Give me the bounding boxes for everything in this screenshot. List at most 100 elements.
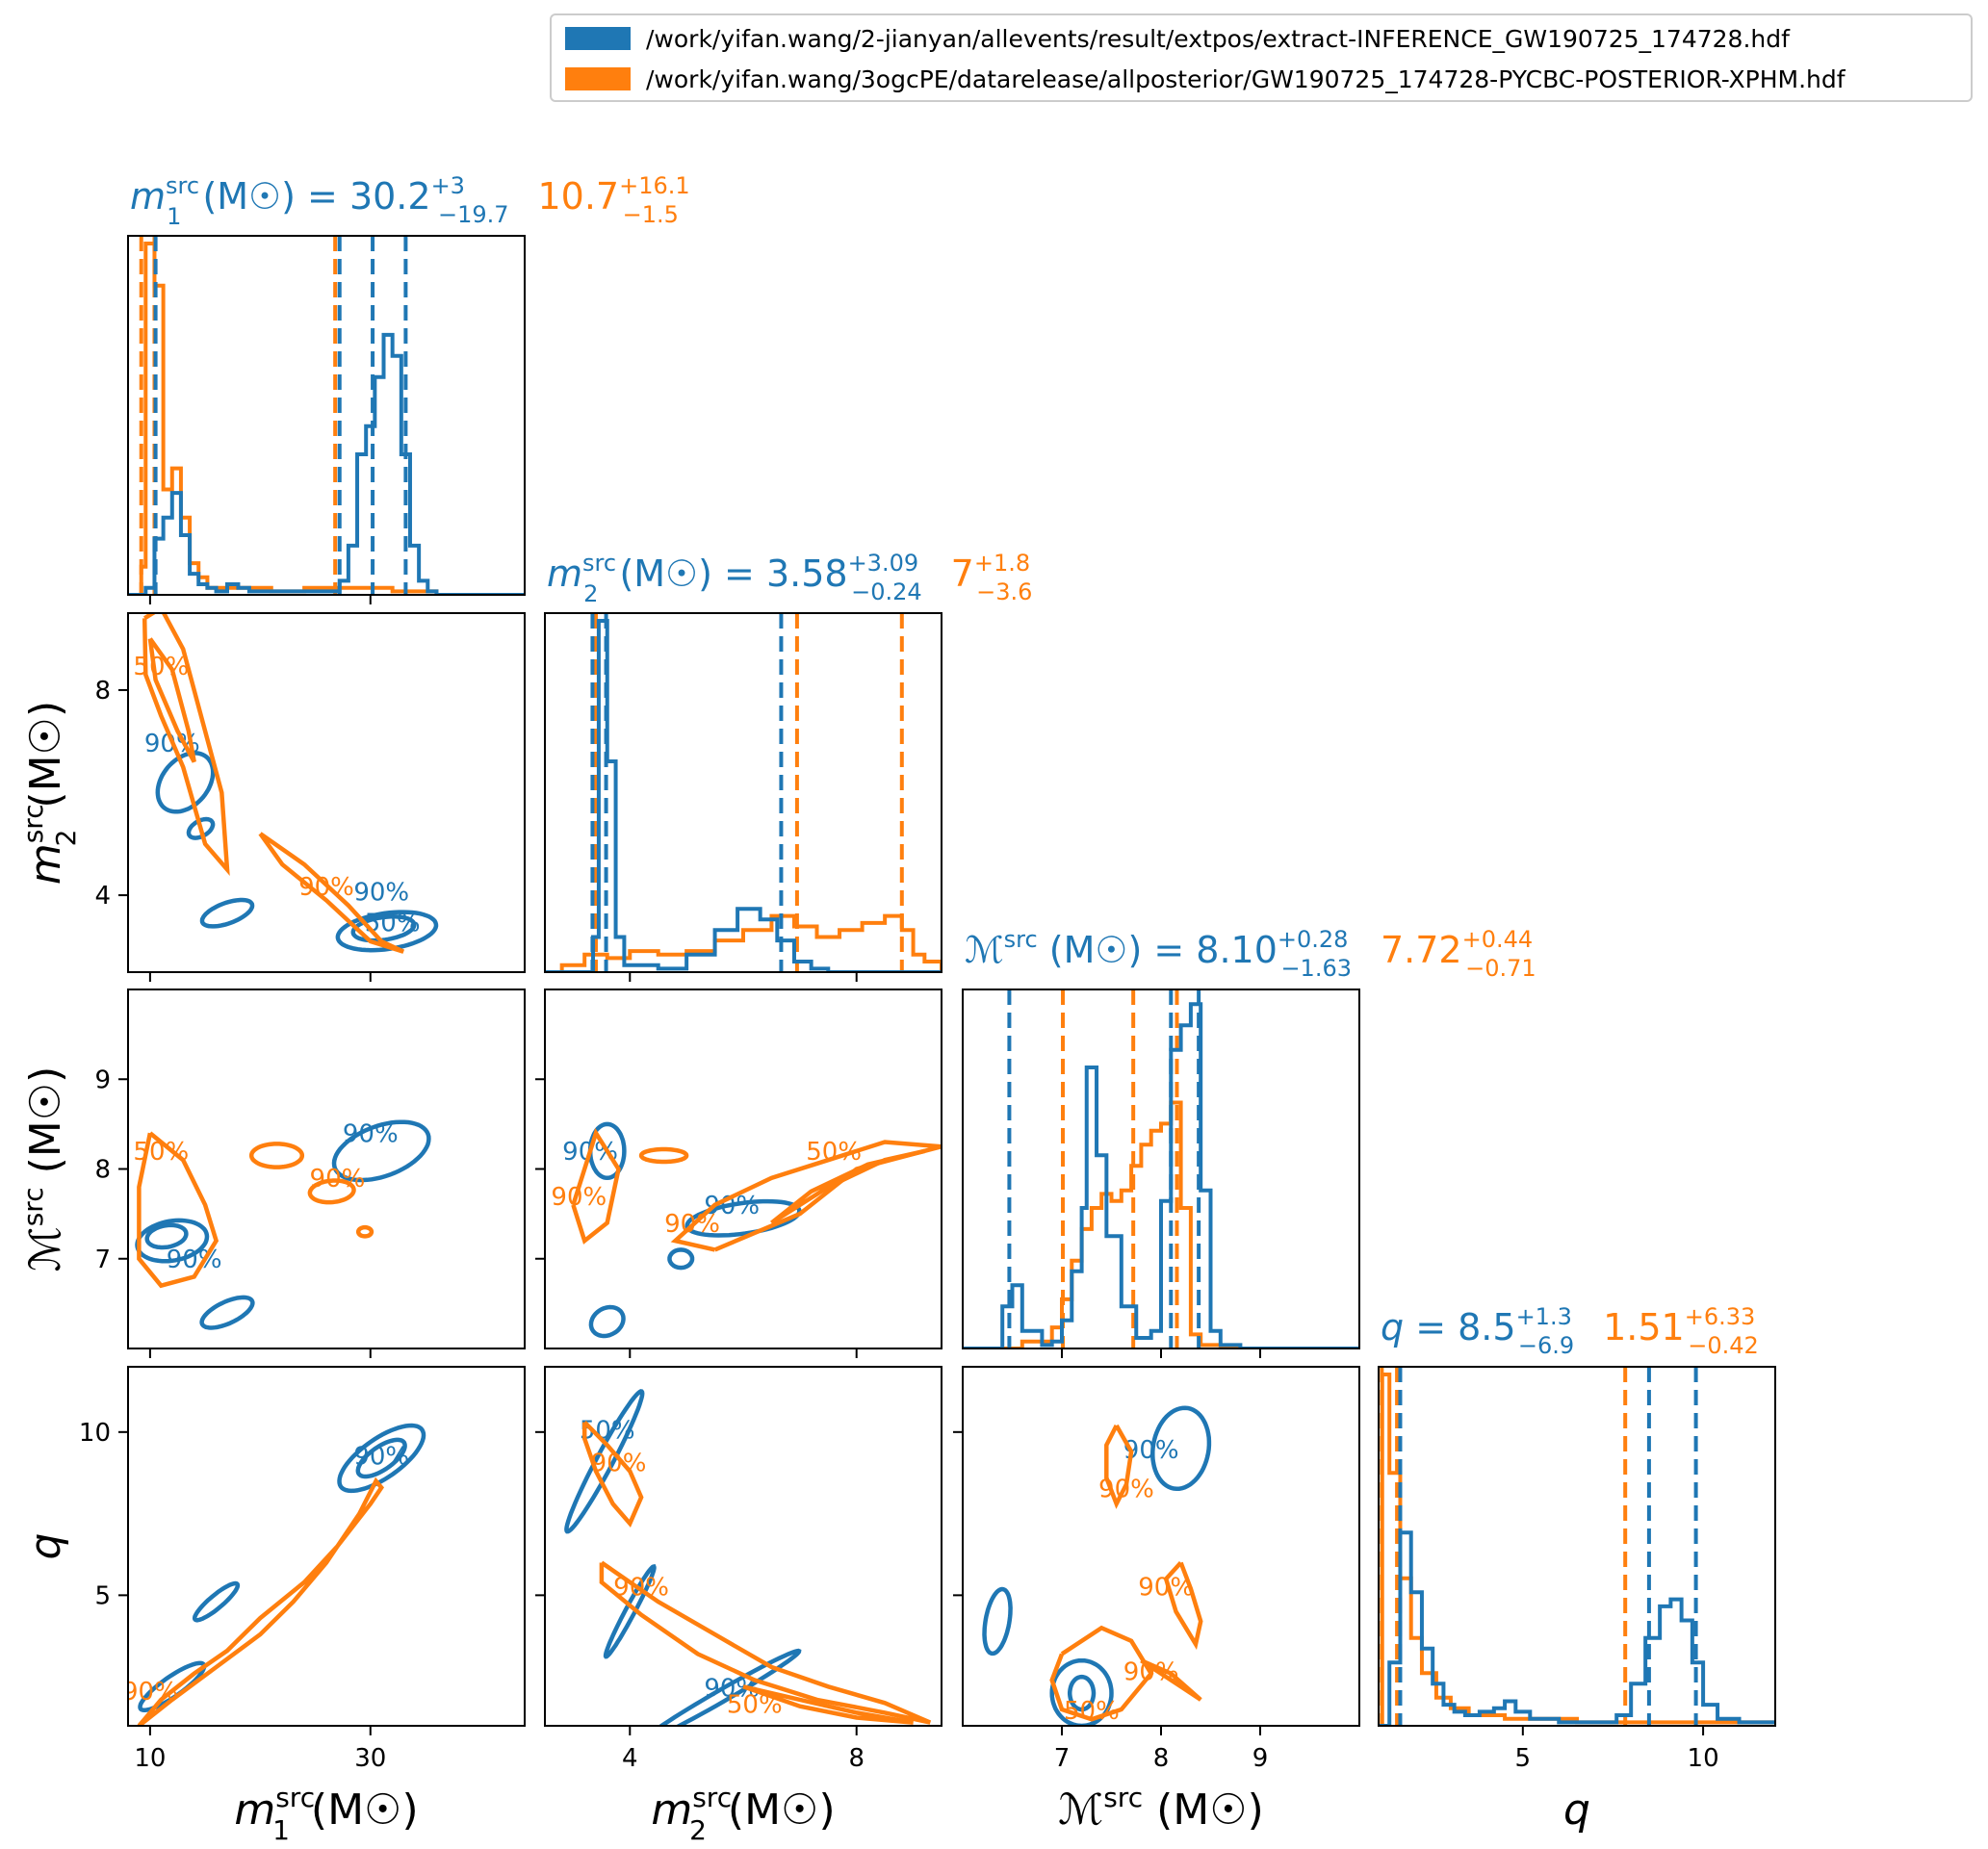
axis-symbol: ℳ [1058, 1785, 1103, 1835]
axis-sub: 2 [50, 830, 82, 847]
contour-line-blue [331, 1119, 431, 1183]
contour-label: 50% [580, 1417, 635, 1446]
hist-panel-m2 [545, 613, 942, 972]
title-blue-q: q = 8.5+1.3 −6.9 [1381, 1303, 1574, 1359]
contour-line-blue [192, 1580, 241, 1623]
y-axis-label-q: q [21, 1533, 70, 1560]
title-orange-plus: +16.1 [619, 172, 690, 199]
contour-line-orange [581, 1421, 644, 1528]
contour-label: 50% [133, 653, 189, 681]
x-axis-label-m2-text: msrc 2 (M☉) [651, 1782, 835, 1846]
hist-panel-m1 [128, 236, 525, 595]
x-tick-label: 9 [1252, 1744, 1269, 1773]
legend-label-blue: /work/yifan.wang/2-jianyan/allevents/res… [646, 24, 1790, 53]
title-mchirp: ℳsrc (M☉) = 8.10+0.28 −1.63 7.72+0.44 −0.71 [965, 926, 1536, 982]
title-orange-minus: −1.5 [623, 201, 679, 228]
title-sup: src [166, 172, 199, 199]
title-orange-median: 1.51 [1603, 1306, 1685, 1348]
y-tick-label: 5 [94, 1581, 111, 1610]
contour-line-orange [1140, 1658, 1202, 1702]
contour-label: 90% [298, 873, 354, 902]
contour-group-orange: 50% 90% [133, 613, 405, 954]
title-sub: 2 [583, 580, 598, 607]
panel-frame [127, 612, 526, 973]
contour-line-orange [147, 637, 196, 763]
axis-unit: (M☉) [21, 1066, 70, 1188]
contour-line-orange [638, 1146, 689, 1165]
contour-label: 50% [133, 1138, 189, 1167]
x-axis-label-mchirp-text: ℳsrc (M☉) [1058, 1782, 1264, 1835]
axis-symbol: m [651, 1785, 692, 1835]
axis-sup: src [275, 1782, 315, 1813]
contour-group-blue: 90% 90% [135, 1119, 431, 1330]
contour-line-orange [670, 1140, 942, 1252]
y-tick-label: 7 [94, 1246, 111, 1274]
title-orange-m1: 10.7+16.1 −1.5 [538, 172, 690, 228]
y-tick-label: 8 [94, 677, 111, 706]
contour-line-orange [248, 1142, 305, 1169]
title-orange-q: 1.51+6.33 −0.42 [1603, 1303, 1759, 1359]
legend-entry-orange: /work/yifan.wang/3ogcPE/datarelease/allp… [565, 62, 1846, 96]
axis-sup: src [17, 804, 49, 843]
x-tick-label: 10 [1688, 1744, 1719, 1773]
y-tick-label: 4 [94, 882, 111, 911]
title-m2: msrc 2 (M☉) = 3.58+3.09 −0.24 7+1.8 −3.6 [547, 550, 1032, 607]
contour-line-orange [307, 1178, 356, 1205]
hist-blue-m2 [545, 619, 942, 972]
axis-sub: 1 [272, 1814, 290, 1846]
title-plus: +3.09 [848, 550, 919, 577]
contour-line-orange [137, 1477, 385, 1726]
contour-line-blue [335, 910, 439, 953]
contour-label: 90% [1123, 1658, 1179, 1687]
title-plus: +0.28 [1278, 926, 1349, 953]
title-blue-m2: msrc 2 (M☉) = 3.58+3.09 −0.24 [547, 550, 922, 607]
contour-line-orange [770, 1148, 925, 1225]
axis-unit: (M☉) [297, 1785, 419, 1835]
title-blue-mchirp: ℳsrc (M☉) = 8.10+0.28 −1.63 [965, 926, 1352, 982]
title-orange-minus: −0.71 [1465, 955, 1536, 982]
title-orange-minus: −3.6 [976, 578, 1032, 605]
contour-group-blue: 50% 90% [564, 1389, 802, 1726]
panel-frame [544, 1366, 942, 1727]
title-symbol: ℳ [965, 929, 1004, 971]
title-symbol: m [547, 552, 582, 595]
title-median: 3.58 [766, 552, 848, 595]
axis-sup: src [17, 1187, 49, 1226]
panel-frame [127, 235, 526, 596]
hist-blue-m1 [128, 332, 525, 595]
y-axis-label-m2: msrc2 (M☉) [17, 701, 82, 885]
x-tick-label: 8 [1153, 1744, 1170, 1773]
contour-line-blue [667, 1247, 695, 1271]
axis-symbol: q [21, 1533, 70, 1560]
x-tick-label: 30 [354, 1744, 386, 1773]
panel-frame [127, 1366, 526, 1727]
title-orange-minus: −0.42 [1688, 1332, 1759, 1359]
contour-label: 90% [664, 1210, 720, 1239]
legend-entry-blue: /work/yifan.wang/2-jianyan/allevents/res… [565, 21, 1790, 56]
title-orange-median: 7.72 [1381, 929, 1462, 971]
axis-sup: src [1103, 1782, 1143, 1813]
contour-line-blue [337, 1423, 426, 1494]
hist-orange-q [1379, 1373, 1775, 1726]
title-unit: (M☉) = [607, 552, 766, 595]
contour-line-blue [982, 1586, 1013, 1656]
x-axis-label-m1: msrc 1 (M☉) [234, 1782, 418, 1846]
title-median: 30.2 [349, 175, 431, 218]
contour-line-blue [588, 1304, 626, 1339]
axis-unit: (M☉) [1143, 1785, 1264, 1835]
contour-line-blue [199, 897, 255, 929]
panel-frame [1378, 1366, 1776, 1727]
title-minus: −6.9 [1518, 1332, 1574, 1359]
contour-label: 90% [167, 1246, 222, 1274]
y-tick-label: 8 [94, 1156, 111, 1185]
contour-label: 90% [591, 1450, 647, 1478]
hist-panel-q [1379, 1367, 1775, 1726]
contour-label: 90% [353, 878, 409, 907]
axis-sup: src [692, 1782, 732, 1813]
x-tick-label: 10 [134, 1744, 166, 1773]
title-blue-m1: msrc 1 (M☉) = 30.2+3 −19.7 [130, 172, 509, 230]
contour-group-orange: 50% 90% [133, 1131, 374, 1289]
x-tick-label: 5 [1515, 1744, 1532, 1773]
contour-line-orange [1049, 1625, 1154, 1722]
